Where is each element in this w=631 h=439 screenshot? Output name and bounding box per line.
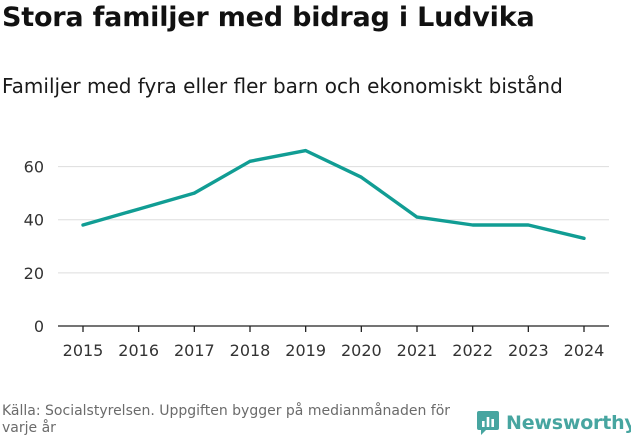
x-tick-label: 2018 [230, 341, 271, 360]
x-tick-label: 2023 [508, 341, 549, 360]
chart-title: Stora familjer med bidrag i Ludvika [2, 2, 535, 33]
x-tick-label: 2019 [285, 341, 326, 360]
data-point-2018 [248, 159, 252, 163]
data-point-2017 [192, 191, 196, 195]
gridlines [58, 166, 609, 274]
series [81, 148, 586, 241]
brand-logo: Newsworthy [476, 410, 631, 436]
y-tick-label: 20 [24, 264, 44, 283]
data-point-2020 [359, 175, 363, 179]
chart-subtitle: Familjer med fyra eller fler barn och ek… [2, 74, 563, 98]
axes: 0 20 40 60 2015 2016 2017 2018 2019 2020 2021 2022 2… [24, 158, 609, 360]
source-note: Källa: Socialstyrelsen. Uppgiften bygger… [2, 403, 451, 436]
data-point-2023 [526, 223, 530, 227]
data-point-2019 [304, 149, 308, 153]
y-tick-label: 0 [34, 317, 44, 336]
x-tick-label: 2021 [397, 341, 438, 360]
x-tick-label: 2024 [564, 341, 605, 360]
x-tick-label: 2022 [452, 341, 493, 360]
y-tick-label: 60 [24, 158, 44, 177]
y-tick-label: 40 [24, 211, 44, 230]
data-point-2024 [582, 236, 586, 240]
x-tick-label: 2020 [341, 341, 382, 360]
data-point-2015 [81, 223, 85, 227]
data-point-2022 [471, 223, 475, 227]
brand-name: Newsworthy [506, 412, 631, 434]
newsworthy-logo-icon [477, 411, 499, 435]
x-tick-label: 2017 [174, 341, 215, 360]
x-tick-label: 2015 [63, 341, 104, 360]
series-line-0 [81, 148, 586, 241]
x-tick-label: 2016 [118, 341, 159, 360]
data-point-2016 [137, 207, 141, 211]
line-chart: 0 20 40 60 2015 2016 2017 2018 2019 2020 2021 2022 2… [24, 148, 609, 360]
data-point-2021 [415, 215, 419, 219]
